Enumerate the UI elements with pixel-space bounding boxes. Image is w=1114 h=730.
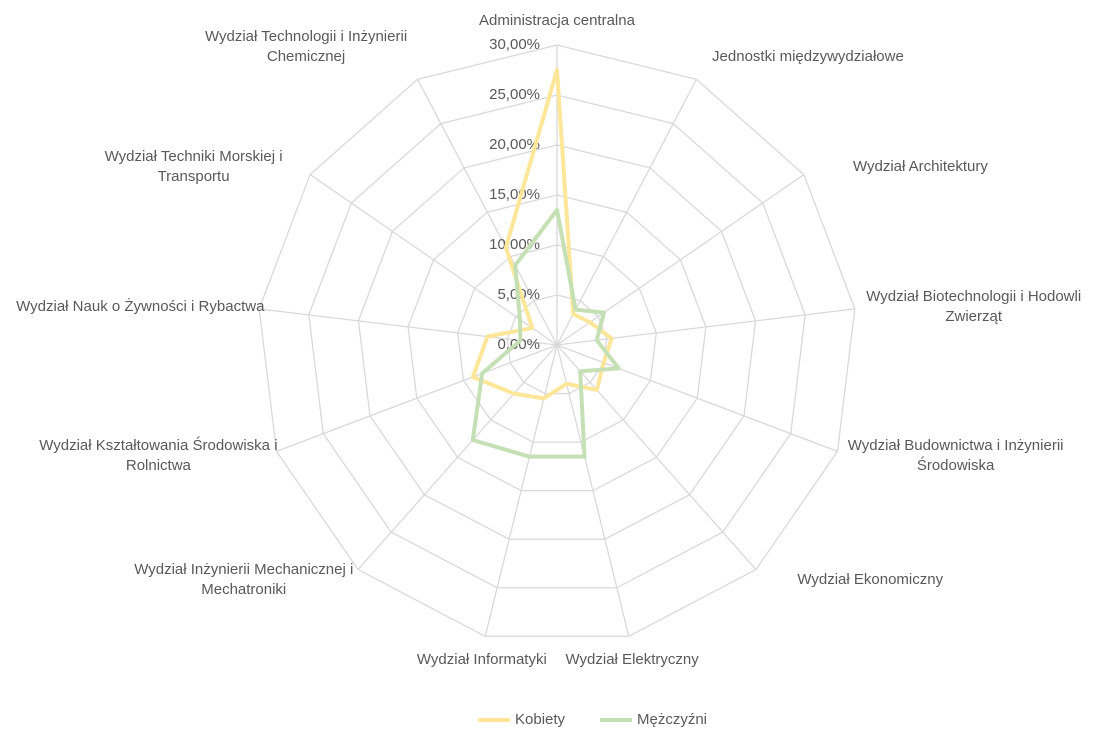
spoke bbox=[276, 344, 558, 452]
grid-ring bbox=[457, 244, 657, 443]
grid-ring bbox=[506, 294, 608, 395]
grid-ring bbox=[407, 194, 707, 492]
spoke bbox=[259, 308, 558, 346]
category-label: Wydział Kształtowania Środowiska i Rolni… bbox=[39, 437, 278, 475]
spoke bbox=[484, 344, 558, 637]
category-label: Wydział Architektury bbox=[852, 157, 988, 175]
category-label: Wydział Informatyki bbox=[416, 650, 547, 668]
legend-label: Kobiety bbox=[515, 711, 566, 728]
category-label: Jednostki międzywydziałowe bbox=[712, 47, 904, 65]
grid-ring bbox=[258, 44, 856, 637]
spoke bbox=[309, 174, 558, 346]
spoke bbox=[556, 174, 805, 346]
category-label: Wydział Technologii i Inżynierii Chemicz… bbox=[204, 27, 408, 65]
spoke bbox=[417, 79, 558, 346]
grid-ring bbox=[357, 144, 757, 540]
axis-tick-label: 30,00% bbox=[489, 36, 540, 53]
category-label: Administracja centralna bbox=[479, 12, 635, 29]
category-label: Wydział Nauk o Żywności i Rybactwa bbox=[16, 298, 265, 316]
legend-label: Mężczyźni bbox=[637, 711, 707, 728]
spoke bbox=[556, 308, 855, 346]
category-label: Wydział Ekonomiczny bbox=[797, 571, 944, 589]
category-label: Wydział Elektryczny bbox=[565, 650, 699, 668]
category-label: Wydział Biotechnologii i Hodowli Zwierzą… bbox=[866, 288, 1082, 326]
category-label: Wydział Techniki Morskiej i Transportu bbox=[104, 147, 283, 185]
axis-tick-label: 25,00% bbox=[489, 86, 540, 103]
spoke bbox=[556, 344, 757, 570]
grid-ring bbox=[308, 94, 806, 589]
category-label: Wydział Inżynierii Mechanicznej i Mechat… bbox=[134, 561, 354, 599]
axis-tick-label: 15,00% bbox=[489, 186, 540, 203]
series-line bbox=[470, 208, 621, 459]
axis-tick-label: 20,00% bbox=[489, 136, 540, 153]
spoke bbox=[357, 344, 558, 570]
spoke bbox=[556, 344, 630, 637]
spoke bbox=[556, 79, 697, 346]
series-line bbox=[470, 68, 614, 401]
category-label: Wydział Budownictwa i Inżynierii Środowi… bbox=[847, 437, 1064, 475]
